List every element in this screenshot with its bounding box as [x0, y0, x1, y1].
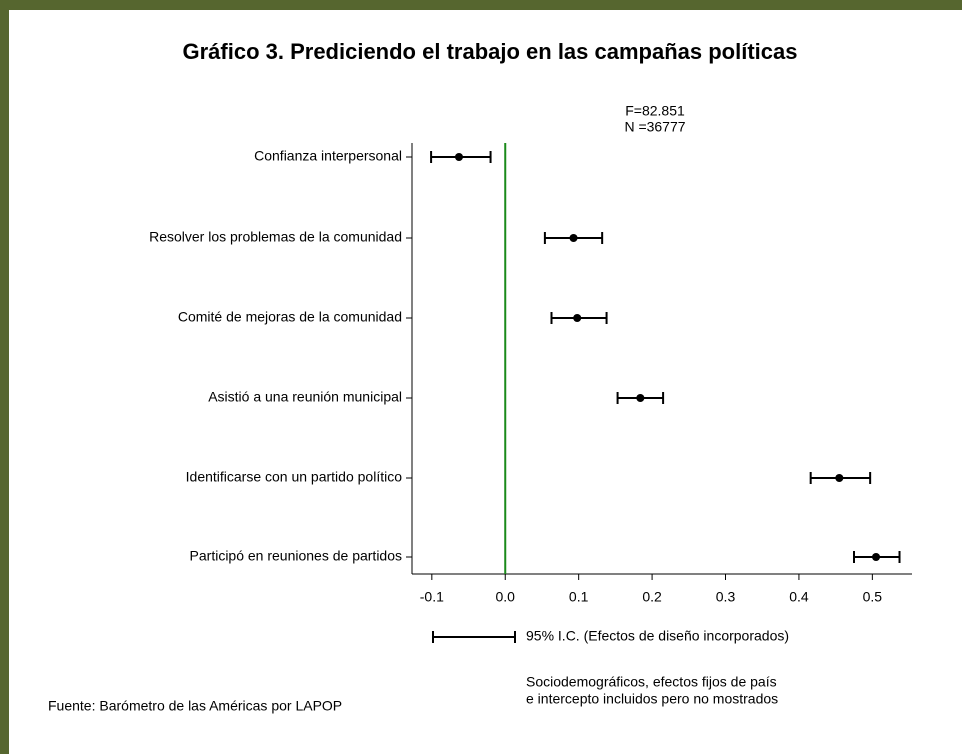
point	[636, 394, 645, 402]
chart-title: Gráfico 3. Prediciendo el trabajo en las…	[182, 39, 797, 64]
x-tick-label: 0.4	[789, 589, 809, 605]
x-tick-label: 0.2	[642, 589, 662, 605]
point	[872, 553, 881, 561]
note: Sociodemográficos, efectos fijos de país	[526, 674, 777, 690]
legend-label: 95% I.C. (Efectos de diseño incorporados…	[526, 628, 789, 644]
point	[573, 314, 582, 322]
y-tick-label: Asistió a una reunión municipal	[208, 389, 402, 405]
frame-left	[0, 0, 9, 754]
y-tick-label: Comité de mejoras de la comunidad	[178, 309, 402, 325]
source: Fuente: Barómetro de las Américas por LA…	[48, 698, 342, 714]
x-tick-label: 0.5	[863, 589, 883, 605]
y-tick-label: Participó en reuniones de partidos	[190, 548, 402, 564]
point	[454, 153, 463, 161]
y-tick-label: Identificarse con un partido político	[186, 469, 403, 485]
x-tick-label: 0.1	[569, 589, 589, 605]
y-tick-label: Resolver los problemas de la comunidad	[149, 229, 402, 245]
x-tick-label: -0.1	[420, 589, 444, 605]
point	[569, 234, 578, 242]
annotation: F=82.851	[625, 103, 685, 119]
x-tick-label: 0.0	[496, 589, 516, 605]
point	[835, 474, 844, 482]
note: e intercepto incluidos pero no mostrados	[526, 691, 778, 707]
y-tick-label: Confianza interpersonal	[254, 148, 402, 164]
annotation: N =36777	[624, 119, 685, 135]
frame-top	[0, 0, 962, 10]
x-tick-label: 0.3	[716, 589, 736, 605]
